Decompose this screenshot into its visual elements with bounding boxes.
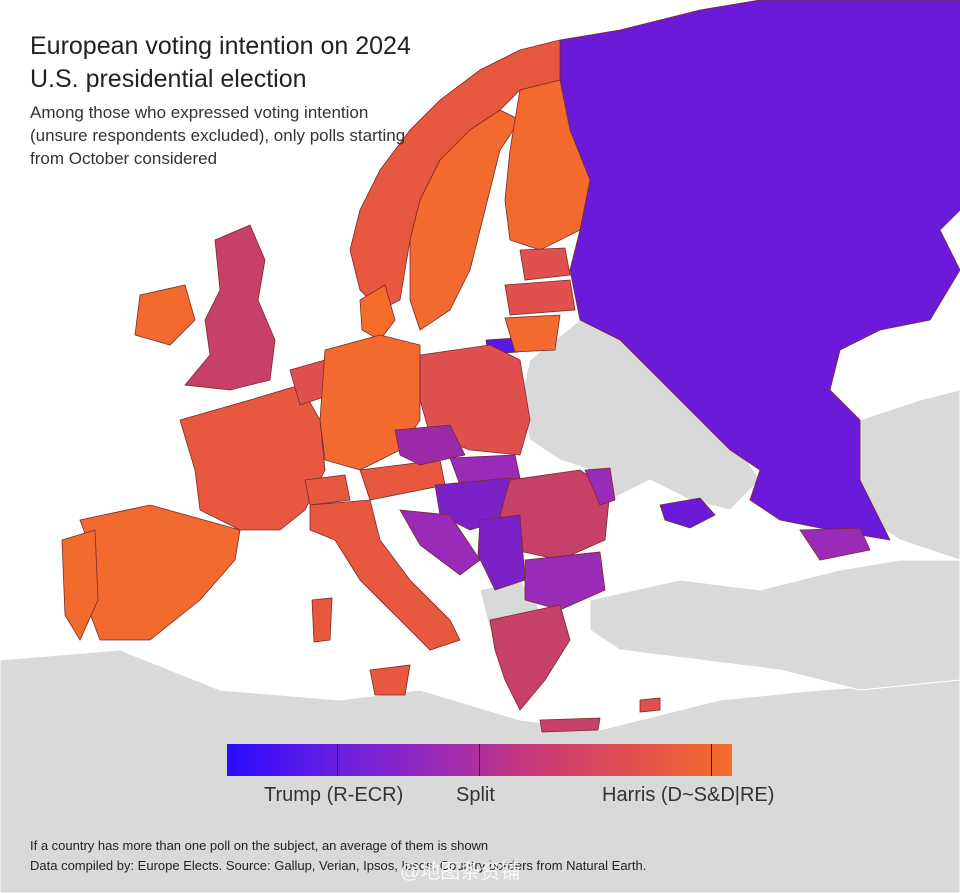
watermark: @地图条资铺 [400, 861, 521, 883]
legend-tick-trump [337, 744, 338, 776]
footnote-source: Data compiled by: Europe Elects. Source:… [30, 858, 647, 873]
country-france [179, 384, 326, 531]
country-sardinia [311, 597, 333, 643]
country-greece [489, 604, 571, 711]
country-czechia [394, 424, 466, 466]
country-denmark [359, 284, 396, 341]
country-russia-crimea [659, 497, 716, 529]
legend-tick-harris [711, 744, 712, 776]
legend-tick-split [479, 744, 480, 776]
country-portugal [61, 529, 99, 641]
turkey-middle-east [589, 559, 960, 691]
country-slovenia-croatia [399, 509, 481, 576]
country-finland [504, 79, 591, 251]
country-moldova [584, 467, 616, 506]
country-bulgaria [524, 551, 606, 611]
country-sicily [369, 664, 411, 696]
country-uk [184, 224, 276, 391]
map-subtitle: Among those who expressed voting intenti… [30, 103, 406, 168]
country-estonia [519, 247, 571, 281]
color-scale-legend [227, 744, 732, 776]
country-crete [539, 717, 601, 733]
country-lithuania [504, 314, 561, 353]
legend-label-trump: Trump (R-ECR) [264, 784, 404, 806]
legend-label-split: Split [456, 784, 495, 806]
legend-label-harris: Harris (D~S&D|RE) [602, 784, 775, 806]
country-cyprus [639, 697, 661, 713]
country-serbia [477, 514, 526, 591]
country-georgia-area [799, 527, 871, 561]
country-latvia [504, 279, 576, 316]
country-sweden [409, 109, 521, 331]
country-ireland [134, 284, 196, 346]
country-italy [309, 499, 461, 651]
footnote-average: If a country has more than one poll on t… [30, 838, 489, 853]
country-switzerland [304, 474, 351, 506]
map-title: European voting intention on 2024 U.S. p… [30, 32, 411, 93]
country-slovakia [449, 454, 521, 486]
